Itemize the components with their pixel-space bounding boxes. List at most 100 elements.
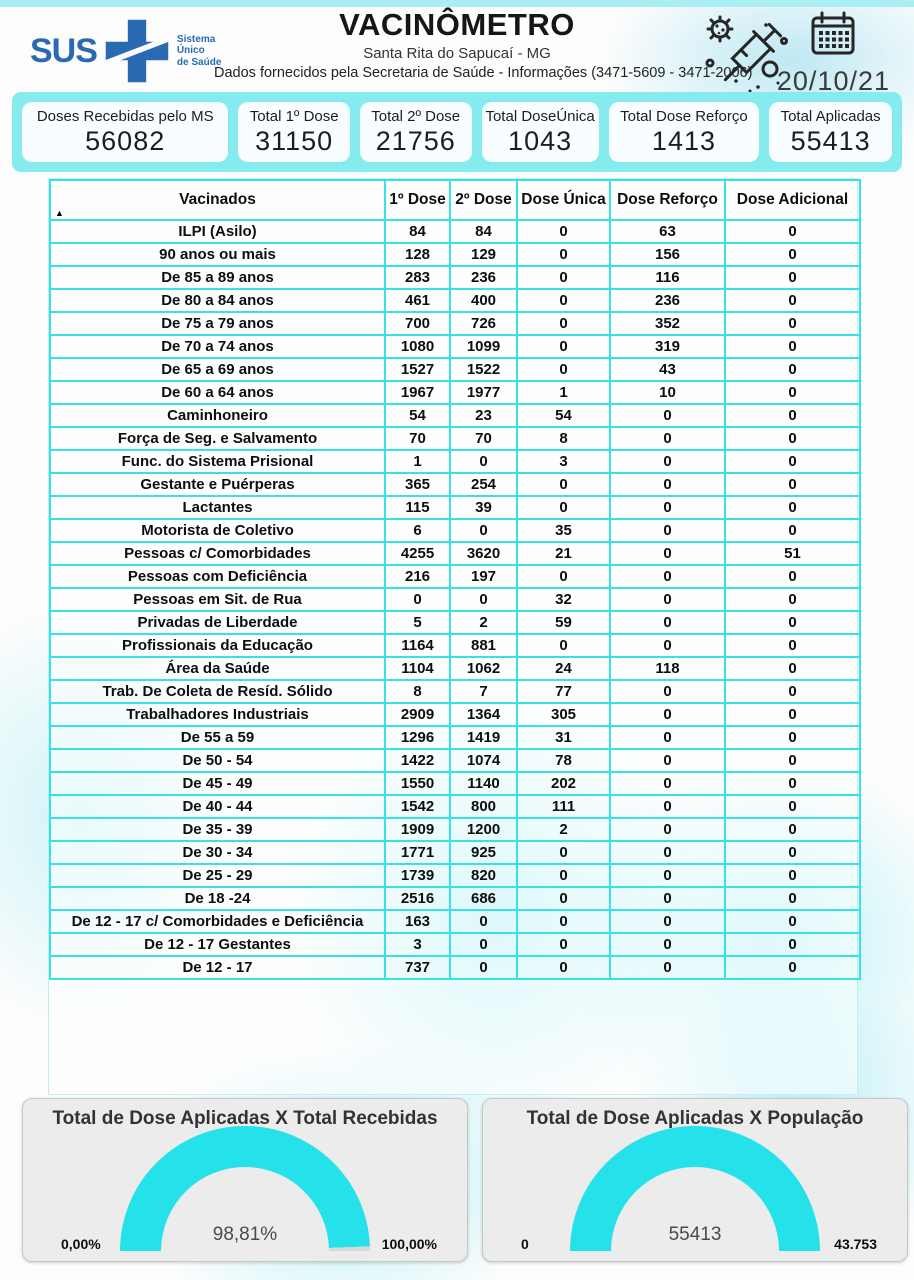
sus-logo-subtitle: Sistema Único de Saúde: [176, 33, 222, 68]
gauge-title: Total de Dose Aplicadas X Total Recebida…: [52, 1108, 438, 1129]
row-value: 0: [609, 909, 726, 934]
row-value: 0: [449, 518, 518, 543]
row-value: 0: [724, 288, 861, 313]
row-value: 156: [609, 242, 726, 267]
row-value: 0: [609, 541, 726, 566]
summary-card: Total Aplicadas 55413: [769, 102, 892, 162]
summary-band: Doses Recebidas pelo MS 56082 Total 1º Dos…: [12, 92, 902, 172]
table-row: Trabalhadores Industriais 2909 1364 305 0 0: [49, 702, 861, 727]
row-value: 1200: [449, 817, 518, 842]
row-value: 0: [724, 748, 861, 773]
row-value: 925: [449, 840, 518, 865]
column-header[interactable]: 1º Dose: [384, 179, 451, 221]
row-value: 202: [516, 771, 611, 796]
row-value: 700: [384, 311, 451, 336]
row-category: De 45 - 49: [49, 771, 386, 796]
row-value: 5: [384, 610, 451, 635]
header: SUS Sistema Único de Saúde VACINÔMETRO S…: [0, 7, 914, 96]
row-value: 0: [609, 587, 726, 612]
row-value: 1296: [384, 725, 451, 750]
summary-card-value: 31150: [255, 125, 334, 156]
row-value: 236: [449, 265, 518, 290]
summary-card-label: Total DoseÚnica: [485, 107, 595, 125]
row-value: 1364: [449, 702, 518, 727]
row-value: 1542: [384, 794, 451, 819]
table-row: De 12 - 17 737 0 0 0 0: [49, 955, 861, 980]
row-value: 32: [516, 587, 611, 612]
row-value: 0: [516, 840, 611, 865]
row-value: 0: [724, 771, 861, 796]
row-value: 1909: [384, 817, 451, 842]
row-value: 0: [724, 449, 861, 474]
table-row: 90 anos ou mais 128 129 0 156 0: [49, 242, 861, 267]
table-header-row: ▲ Vacinados 1º Dose 2º Dose Dose Única Dose R…: [49, 179, 861, 221]
row-value: 0: [384, 587, 451, 612]
row-value: 0: [724, 955, 861, 980]
table-row: Pessoas c/ Comorbidades 4255 3620 21 0 51: [49, 541, 861, 566]
column-header[interactable]: 2º Dose: [449, 179, 518, 221]
row-value: 0: [724, 817, 861, 842]
row-value: 3: [516, 449, 611, 474]
top-accent-strip: [0, 0, 914, 7]
row-value: 0: [724, 311, 861, 336]
row-value: 0: [609, 840, 726, 865]
row-value: 283: [384, 265, 451, 290]
row-value: 115: [384, 495, 451, 520]
column-header[interactable]: Dose Adicional: [724, 179, 861, 221]
row-value: 0: [724, 357, 861, 382]
row-category: De 12 - 17: [49, 955, 386, 980]
table-row: De 12 - 17 Gestantes 3 0 0 0 0: [49, 932, 861, 957]
row-value: 0: [516, 472, 611, 497]
row-category: Motorista de Coletivo: [49, 518, 386, 543]
row-value: 31: [516, 725, 611, 750]
column-header[interactable]: ▲ Vacinados: [49, 179, 386, 221]
row-value: 1164: [384, 633, 451, 658]
row-category: De 30 - 34: [49, 840, 386, 865]
table-row: Área da Saúde 1104 1062 24 118 0: [49, 656, 861, 681]
row-value: 0: [449, 955, 518, 980]
row-value: 0: [724, 219, 861, 244]
row-value: 0: [724, 564, 861, 589]
row-value: 0: [516, 863, 611, 888]
column-header[interactable]: Dose Reforço: [609, 179, 726, 221]
row-value: 10: [609, 380, 726, 405]
row-value: 0: [516, 242, 611, 267]
row-value: 0: [516, 633, 611, 658]
row-value: 0: [724, 242, 861, 267]
row-value: 1527: [384, 357, 451, 382]
row-value: 236: [609, 288, 726, 313]
row-value: 0: [609, 564, 726, 589]
row-value: 0: [724, 518, 861, 543]
row-value: 23: [449, 403, 518, 428]
table-row: Profissionais da Educação 1164 881 0 0 0: [49, 633, 861, 658]
row-value: 111: [516, 794, 611, 819]
row-value: 59: [516, 610, 611, 635]
row-category: De 50 - 54: [49, 748, 386, 773]
row-value: 461: [384, 288, 451, 313]
row-category: Trabalhadores Industriais: [49, 702, 386, 727]
row-value: 1967: [384, 380, 451, 405]
row-category: De 65 a 69 anos: [49, 357, 386, 382]
row-category: De 12 - 17 c/ Comorbidades e Deficiência: [49, 909, 386, 934]
summary-card-value: 1413: [651, 125, 716, 156]
gauge-title: Total de Dose Aplicadas X População: [526, 1108, 864, 1129]
table-row: De 12 - 17 c/ Comorbidades e Deficiência…: [49, 909, 861, 934]
column-header[interactable]: Dose Única: [516, 179, 611, 221]
row-value: 70: [384, 426, 451, 451]
row-category: 90 anos ou mais: [49, 242, 386, 267]
row-value: 8: [516, 426, 611, 451]
row-value: 726: [449, 311, 518, 336]
table-row: Privadas de Liberdade 5 2 59 0 0: [49, 610, 861, 635]
row-value: 0: [609, 403, 726, 428]
row-category: Pessoas c/ Comorbidades: [49, 541, 386, 566]
row-value: 820: [449, 863, 518, 888]
gauge-value: 55413: [668, 1224, 722, 1245]
row-category: De 75 a 79 anos: [49, 311, 386, 336]
row-value: 163: [384, 909, 451, 934]
gauge-max-label: 100,00%: [381, 1236, 437, 1252]
row-value: 0: [609, 610, 726, 635]
row-value: 0: [516, 909, 611, 934]
row-value: 129: [449, 242, 518, 267]
row-value: 0: [609, 863, 726, 888]
row-value: 0: [516, 265, 611, 290]
